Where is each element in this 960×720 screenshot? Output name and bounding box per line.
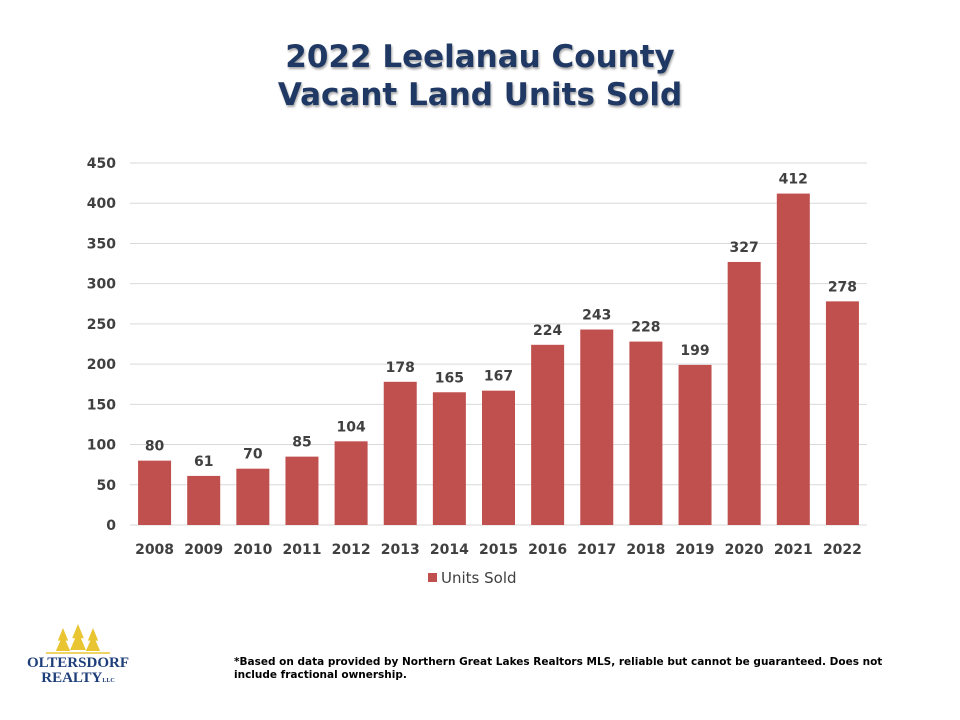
bar-2012 (334, 441, 368, 525)
bars (138, 193, 859, 525)
x-tick-label-2019: 2019 (676, 542, 715, 558)
x-axis: 2008 2009 2010 2011 2012 2013 2014 2015 2016 2017… (135, 542, 862, 558)
bar-2011 (285, 456, 319, 525)
chart-title-line-2: Vacant Land Units Sold (277, 77, 683, 113)
data-label-2011: 85 (292, 435, 311, 451)
x-tick-label-2018: 2018 (626, 542, 665, 558)
footnote: *Based on data provided by Northern Grea… (234, 656, 883, 681)
logo-text-suffix: LLC (102, 678, 114, 684)
bar-2017 (580, 329, 614, 525)
x-tick-label-2010: 2010 (233, 542, 272, 558)
x-tick-label-2020: 2020 (725, 542, 764, 558)
logo-text-realty: REALTY (41, 670, 102, 686)
x-tick-label-2011: 2011 (282, 542, 321, 558)
data-label-2012: 104 (336, 419, 365, 435)
data-label-2017: 243 (582, 308, 611, 324)
tree-shape (70, 624, 86, 650)
x-tick-label-2016: 2016 (528, 542, 567, 558)
data-label-2021: 412 (779, 172, 808, 188)
y-tick-label: 300 (87, 277, 116, 293)
data-label-2013: 178 (386, 360, 415, 376)
x-tick-label-2021: 2021 (774, 542, 813, 558)
tree-shape (85, 628, 101, 651)
company-logo: OLTERSDORF REALTYLLC (27, 624, 129, 686)
tree-shape (55, 628, 71, 651)
bar-chart: 0 50 100 150 200 250 300 350 400 450 80 61 70 85 104 1… (87, 156, 867, 587)
bar-2018 (629, 341, 663, 525)
x-tick-label-2008: 2008 (135, 542, 174, 558)
bar-2013 (383, 381, 417, 525)
data-label-2008: 80 (145, 439, 165, 455)
chart-title-line-1: 2022 Leelanau County (285, 39, 675, 75)
x-tick-label-2015: 2015 (479, 542, 518, 558)
y-tick-label: 150 (87, 397, 116, 413)
bar-2015 (482, 390, 515, 525)
legend-label: Units Sold (441, 569, 517, 587)
data-labels: 80 61 70 85 104 178 165 167 224 243 228 199 327 412 27… (145, 172, 857, 470)
x-tick-label-2014: 2014 (430, 542, 469, 558)
data-label-2018: 228 (631, 320, 660, 336)
tree-icon (46, 624, 110, 654)
x-tick-label-2013: 2013 (381, 542, 420, 558)
legend: Units Sold (428, 569, 517, 587)
y-tick-label: 100 (87, 438, 116, 454)
logo-text-line-2: REALTYLLC (41, 670, 114, 686)
y-tick-label: 200 (87, 357, 116, 373)
x-tick-label-2017: 2017 (577, 542, 616, 558)
data-label-2015: 167 (484, 369, 513, 385)
x-tick-label-2022: 2022 (823, 542, 862, 558)
bar-2009 (187, 475, 221, 525)
bar-2021 (776, 193, 810, 525)
data-label-2016: 224 (533, 323, 562, 339)
logo-text-line-1: OLTERSDORF (27, 655, 129, 671)
y-tick-label: 350 (87, 236, 116, 252)
bar-2016 (531, 344, 565, 525)
x-tick-label-2009: 2009 (184, 542, 223, 558)
legend-swatch (428, 573, 437, 582)
data-label-2014: 165 (435, 370, 464, 386)
chart-title: 2022 Leelanau County Vacant Land Units S… (0, 38, 960, 114)
y-axis: 0 50 100 150 200 250 300 350 400 450 (87, 156, 116, 534)
bar-2020 (727, 261, 761, 525)
bar-2019 (678, 364, 712, 525)
data-label-2010: 70 (243, 447, 263, 463)
y-tick-label: 50 (97, 478, 117, 494)
data-label-2022: 278 (828, 279, 857, 295)
y-tick-label: 400 (87, 196, 116, 212)
bar-2010 (236, 468, 270, 525)
bar-2008 (138, 460, 172, 525)
data-label-2009: 61 (194, 454, 213, 470)
data-label-2019: 199 (680, 343, 709, 359)
bar-2014 (432, 392, 466, 525)
x-tick-label-2012: 2012 (332, 542, 371, 558)
bar-2022 (825, 301, 859, 525)
data-label-2020: 327 (730, 240, 759, 256)
y-tick-label: 0 (106, 518, 116, 534)
y-tick-label: 250 (87, 317, 116, 333)
y-tick-label: 450 (87, 156, 116, 172)
